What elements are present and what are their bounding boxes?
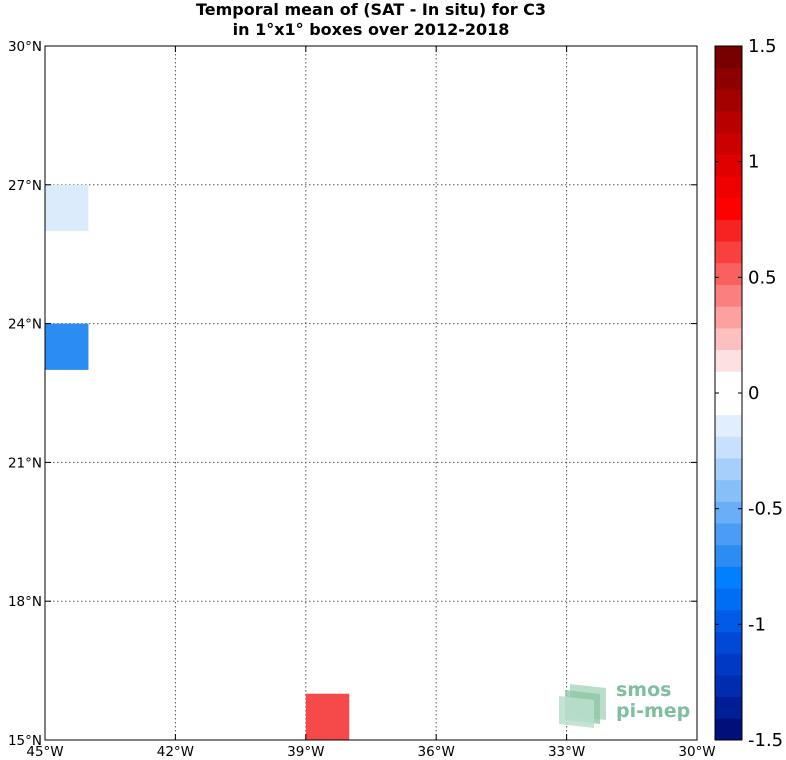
- colorbar-segment: [715, 306, 742, 329]
- colorbar-segment: [715, 674, 742, 698]
- y-tick-label: 21°N: [8, 455, 42, 471]
- colorbar-segment: [715, 566, 742, 589]
- y-tick-label: 15°N: [8, 733, 42, 749]
- colorbar-segment: [715, 588, 742, 611]
- colorbar-segment: [715, 132, 742, 155]
- colorbar-tick-label: 0: [748, 383, 759, 404]
- colorbar-segment: [715, 544, 742, 567]
- colorbar-segment: [715, 393, 742, 416]
- colorbar-segment: [715, 284, 742, 307]
- colorbar-segment: [715, 349, 742, 372]
- logo-line2: pi-mep: [616, 700, 691, 722]
- colorbar-segment: [715, 371, 742, 394]
- heatmap-cell: [45, 184, 89, 232]
- colorbar: -1.5 -1 -0.5 0 0.5 1 1.5: [714, 36, 783, 751]
- colorbar-tick-label: -0.5: [748, 499, 783, 520]
- colorbar-segment: [715, 631, 742, 654]
- colorbar-segment: [715, 501, 742, 524]
- colorbar-segment: [715, 46, 742, 69]
- x-tick-label: 42°W: [157, 744, 194, 760]
- colorbar-segment: [715, 154, 742, 177]
- x-tick-label: 45°W: [26, 744, 63, 760]
- colorbar-segment: [715, 241, 742, 264]
- colorbar-segment: [715, 609, 742, 632]
- colorbar-segment: [715, 458, 742, 481]
- colorbar-segment: [715, 262, 742, 285]
- axis-ticks: 45°W 42°W 39°W 36°W 33°W 30°W 15°N 18°N 21°N 24°N…: [8, 39, 716, 760]
- colorbar-tick-label: 0.5: [748, 267, 777, 288]
- colorbar-segment: [715, 219, 742, 242]
- logo-emblem-icon: [559, 684, 606, 728]
- y-tick-label: 27°N: [8, 178, 42, 194]
- logo-text: smos pi-mep: [616, 680, 690, 722]
- colorbar-segment: [715, 67, 742, 90]
- colorbar-segment: [715, 327, 742, 351]
- colorbar-segment: [715, 111, 742, 134]
- colorbar-segment: [715, 696, 742, 719]
- colorbar-segment: [715, 653, 742, 676]
- colorbar-tick-label: -1.5: [748, 730, 783, 751]
- x-tick-label: 30°W: [678, 744, 715, 760]
- chart-title-line1: Temporal mean of (SAT - In situ) for C3: [195, 0, 547, 19]
- colorbar-segment: [715, 176, 742, 199]
- colorbar-segment: [715, 89, 742, 112]
- colorbar-segment: [715, 718, 742, 741]
- colorbar-tick-label: 1: [748, 152, 759, 173]
- x-tick-label: 36°W: [418, 744, 455, 760]
- plot-frame: [44, 45, 698, 741]
- colorbar-segment: [715, 197, 742, 220]
- colorbar-tick-label: -1: [748, 614, 766, 635]
- logo-line1: smos: [616, 679, 672, 701]
- colorbar-segment: [715, 523, 742, 546]
- colorbar-segment: [715, 414, 742, 437]
- heatmap-cell: [45, 323, 89, 370]
- y-tick-label: 30°N: [8, 39, 42, 55]
- chart-title-line2: in 1°x1° boxes over 2012-2018: [232, 20, 510, 39]
- y-tick-label: 24°N: [8, 317, 42, 333]
- grid-lines: [45, 46, 697, 740]
- smos-pi-mep-logo: smos pi-mep: [556, 680, 696, 730]
- x-tick-label: 33°W: [548, 744, 585, 760]
- colorbar-segment: [715, 479, 742, 502]
- chart-title: Temporal mean of (SAT - In situ) for C3 …: [45, 0, 697, 40]
- heatmap-cells: [45, 184, 350, 740]
- colorbar-segment: [715, 436, 742, 459]
- y-tick-label: 18°N: [8, 594, 42, 610]
- colorbar-tick-label: 1.5: [748, 36, 777, 57]
- x-tick-label: 39°W: [287, 744, 324, 760]
- heatmap-cell: [305, 693, 350, 740]
